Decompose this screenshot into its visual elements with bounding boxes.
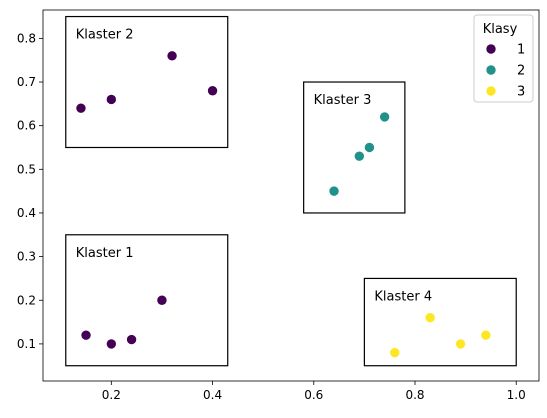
x-axis: 0.2 0.4 0.6 0.8 1.0 [102, 381, 526, 402]
data-point [425, 313, 435, 323]
legend-marker [486, 44, 496, 54]
y-tick-label: 0.4 [17, 206, 36, 220]
x-tick-label: 1.0 [507, 388, 526, 402]
y-axis: 0.1 0.2 0.3 0.4 0.5 0.6 0.7 0.8 [17, 31, 43, 351]
cluster-box [363, 277, 517, 367]
cluster-box [65, 234, 229, 367]
data-point [390, 347, 400, 358]
data-point [126, 334, 137, 345]
data-point [329, 186, 339, 196]
data-points [76, 51, 491, 358]
data-point [207, 86, 218, 96]
cluster-label: Klaster 4 [374, 289, 432, 304]
data-point [106, 94, 117, 105]
data-point [81, 330, 91, 340]
plot-area [43, 10, 539, 381]
legend-marker [486, 65, 496, 75]
legend-label: 1 [517, 43, 525, 58]
data-point [364, 142, 375, 153]
data-point [167, 51, 177, 61]
cluster-label: Klaster 3 [314, 93, 372, 108]
data-point [481, 330, 491, 340]
legend-title: Klasy [483, 22, 518, 37]
cluster-boxes: Klaster 1 Klaster 2 Klaster 3 Klaster 4 [65, 15, 517, 367]
data-point [379, 112, 390, 122]
y-tick-label: 0.6 [17, 119, 36, 133]
legend-frame [473, 14, 534, 103]
plot-frame [42, 9, 540, 382]
legend: Klasy 1 2 3 [473, 14, 534, 103]
data-point [354, 151, 365, 161]
y-tick-label: 0.7 [17, 75, 36, 89]
y-tick-label: 0.5 [17, 162, 36, 176]
x-tick-label: 0.2 [102, 388, 121, 402]
legend-marker [486, 86, 496, 96]
cluster-box [65, 15, 229, 149]
data-point [106, 339, 117, 349]
data-point [157, 295, 167, 305]
x-tick-label: 0.6 [304, 388, 323, 402]
data-point [76, 103, 86, 113]
y-tick-label: 0.1 [17, 337, 36, 351]
legend-label: 2 [517, 64, 525, 79]
y-tick-label: 0.2 [17, 293, 36, 307]
y-tick-label: 0.3 [17, 250, 36, 264]
cluster-label: Klaster 1 [76, 246, 134, 261]
data-point [455, 339, 466, 349]
x-tick-label: 0.8 [405, 388, 424, 402]
y-tick-label: 0.8 [17, 31, 36, 45]
legend-label: 3 [517, 85, 525, 100]
cluster-label: Klaster 2 [76, 28, 134, 43]
x-tick-label: 0.4 [203, 388, 222, 402]
cluster-box [303, 81, 406, 214]
